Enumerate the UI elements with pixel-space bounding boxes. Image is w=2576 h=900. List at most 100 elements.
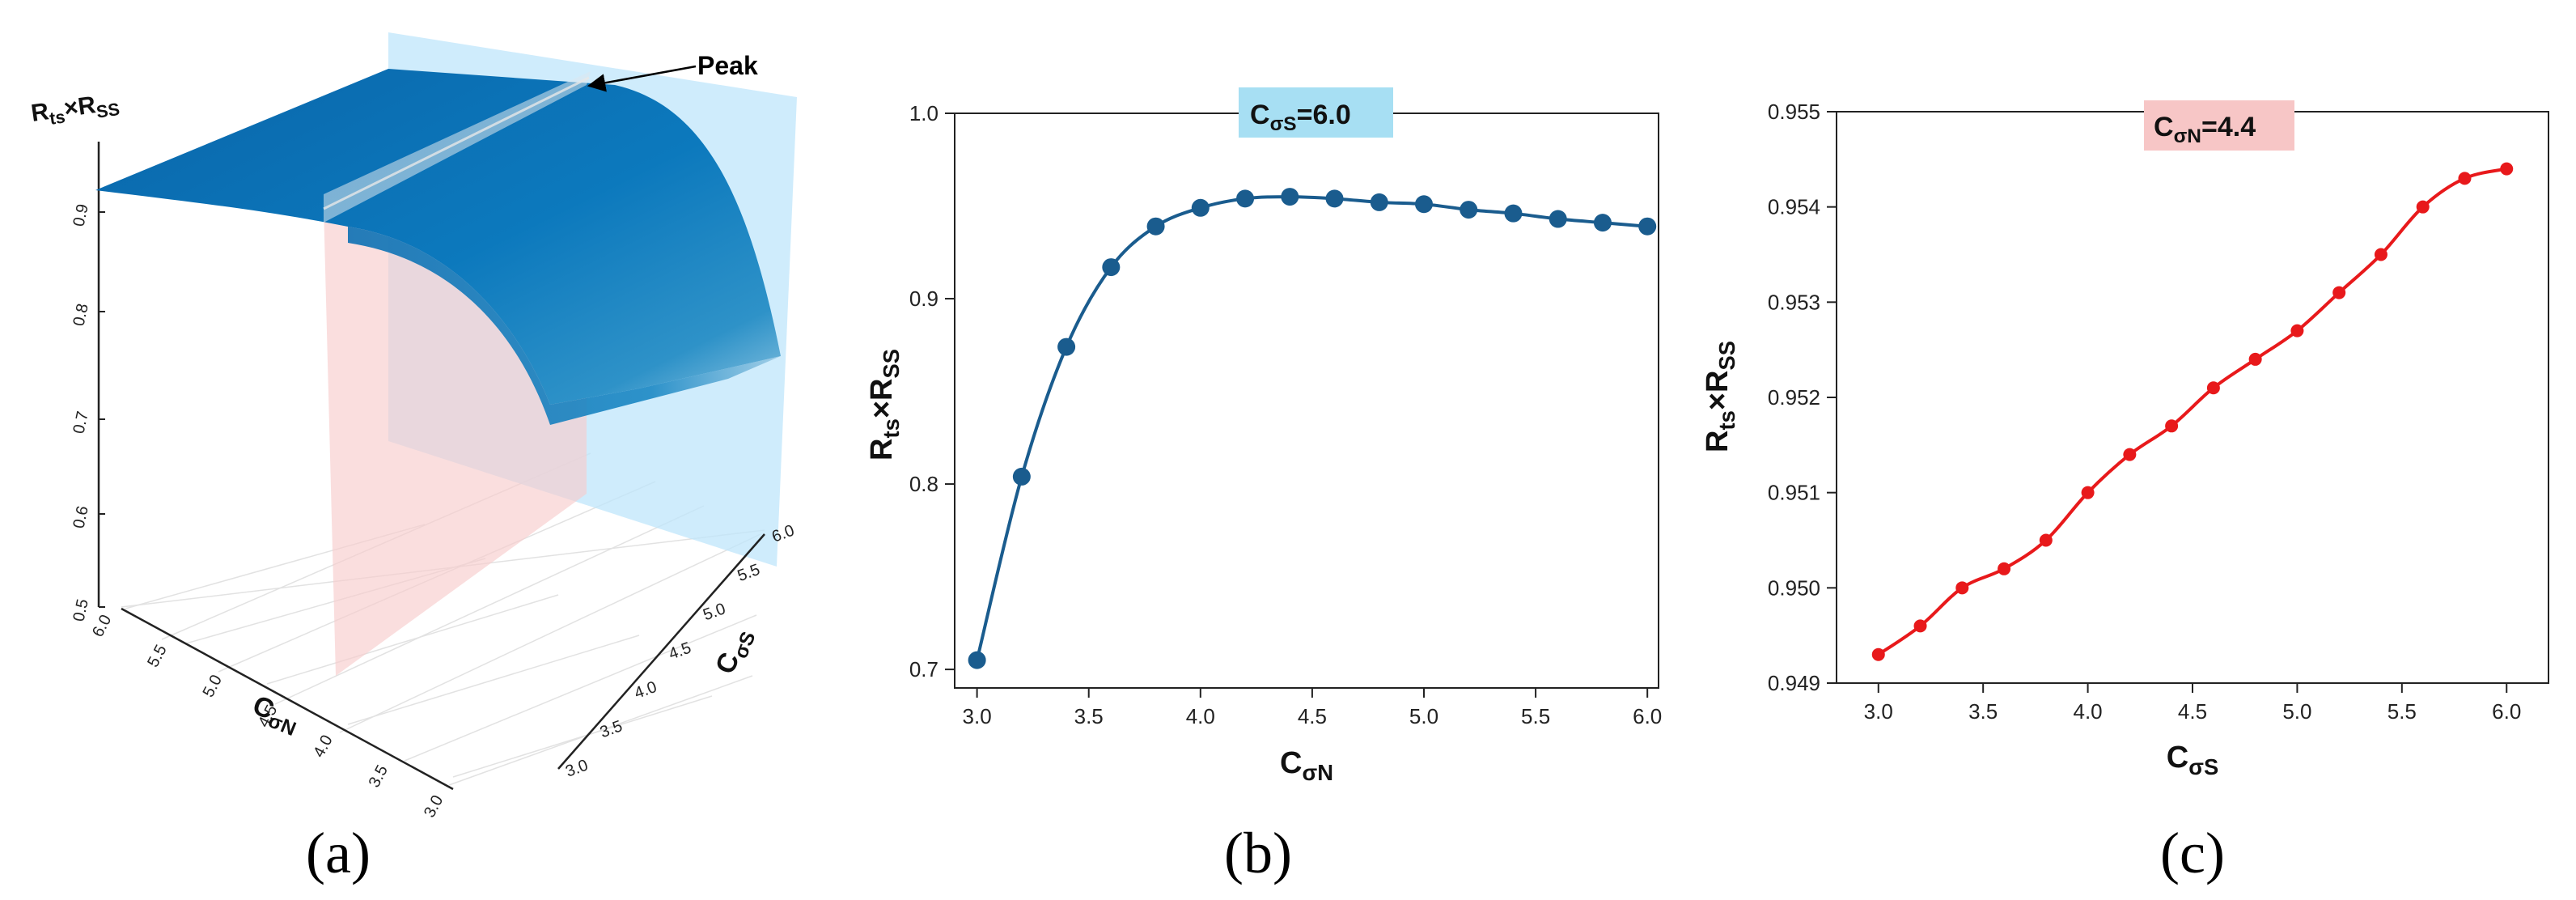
- c-xtick-label: 5.5: [2387, 699, 2417, 724]
- y-axis-title-c: Rts×RSS: [1701, 341, 1739, 452]
- b-data-point: [968, 651, 986, 669]
- b-data-point: [1281, 188, 1299, 206]
- b-xtick-label: 3.5: [1074, 704, 1104, 728]
- c-data-point: [1955, 581, 1969, 595]
- surface-front-curl: [348, 227, 781, 425]
- panel-label-a: (a): [306, 821, 371, 885]
- b-data-point: [1102, 258, 1121, 277]
- c-data-point: [2332, 286, 2346, 299]
- condition-box-c: [2144, 100, 2294, 151]
- c-data-point: [2416, 200, 2430, 214]
- a-ztick-label: 0.8: [70, 302, 92, 328]
- c-data-point: [1998, 562, 2011, 575]
- b-ytick-label: 0.8: [909, 472, 938, 496]
- a-ztick-label: 0.6: [70, 504, 92, 530]
- c-ytick-label: 0.951: [1768, 481, 1820, 505]
- c-xtick-label: 5.0: [2282, 699, 2311, 724]
- a-ztick-label: 0.7: [70, 410, 92, 435]
- b-data-point: [1638, 217, 1657, 236]
- plot-frame-c: [1836, 111, 2549, 684]
- line-chart-b: 0.7 0.8 0.9 1.0 3.0 3.5 4.0 4.5 5.0 5.5 6.0 CσS=6…: [865, 87, 1662, 885]
- b-xtick-label: 5.0: [1409, 704, 1438, 728]
- series-line-c: [1877, 167, 2507, 656]
- c-data-point: [2248, 352, 2262, 366]
- c-xtick-label: 3.0: [1864, 699, 1893, 724]
- series-line-b: [975, 195, 1648, 661]
- b-ytick-label: 1.0: [909, 101, 938, 125]
- b-ytick-label: 0.7: [909, 657, 938, 681]
- c-xtick-label: 3.5: [1968, 699, 1998, 724]
- c-ytick-label: 0.950: [1768, 575, 1820, 600]
- a-xtick-label: 5.5: [144, 642, 170, 670]
- b-xtick-label: 5.5: [1521, 704, 1550, 728]
- y-axis-line: [557, 533, 765, 770]
- c-xtick-label: 6.0: [2492, 699, 2521, 724]
- condition-label-b: CσS=6.0: [1250, 100, 1351, 135]
- b-data-point: [1325, 189, 1344, 208]
- condition-label-c: CσN=4.4: [2154, 112, 2256, 147]
- a-xtick-label: 3.5: [366, 762, 392, 791]
- y-axis-title-b: Rts×RSS: [865, 349, 904, 461]
- plot-frame-b: [954, 112, 1659, 689]
- surface-plot-panel: Peak Rts×RSS 0.5 0.6 0.7 0.8 0.9 6.0 5.5 5.0 4.…: [29, 32, 797, 885]
- b-xtick-label: 6.0: [1633, 704, 1662, 728]
- c-ytick-label: 0.949: [1768, 671, 1820, 695]
- c-ytick-label: 0.953: [1768, 290, 1820, 314]
- a-xtick-label: 4.0: [310, 732, 336, 761]
- b-data-point: [1549, 210, 1567, 228]
- peak-annotation: Peak: [697, 51, 758, 80]
- z-axis-title: Rts×RSS: [29, 88, 121, 131]
- b-data-point: [1370, 193, 1388, 211]
- a-xtick-label: 6.0: [89, 612, 115, 640]
- c-data-point: [2500, 162, 2514, 176]
- c-data-point: [1871, 647, 1885, 661]
- c-ytick-label: 0.954: [1768, 195, 1820, 219]
- x-axis-line: [121, 607, 454, 791]
- b-data-point: [1236, 189, 1255, 208]
- b-data-point: [1057, 338, 1076, 356]
- peak-line: [323, 76, 590, 210]
- x-axis-title-b: CσN: [1280, 746, 1333, 785]
- a-xtick-label: 5.0: [200, 672, 226, 700]
- series-points-c: [1871, 162, 2514, 661]
- b-ytick-label: 0.9: [909, 287, 938, 311]
- x-axis-ticks-c: 3.0 3.5 4.0 4.5 5.0 5.5 6.0: [1864, 683, 2521, 724]
- a-xtick-label: 3.0: [421, 792, 447, 821]
- b-data-point: [1415, 195, 1433, 214]
- c-ytick-label: 0.952: [1768, 385, 1820, 410]
- a-ztick-label: 0.9: [70, 202, 92, 228]
- c-data-point: [2165, 419, 2179, 433]
- series-points-b: [968, 188, 1657, 669]
- c-data-point: [2123, 448, 2137, 461]
- b-data-point: [1504, 204, 1523, 223]
- b-data-point: [1146, 217, 1165, 236]
- floor-grid: [121, 452, 765, 786]
- x-axis-title: CσN: [247, 690, 304, 741]
- b-data-point: [1593, 214, 1612, 232]
- y-axis-ticks-b: 0.7 0.8 0.9 1.0: [909, 101, 955, 681]
- surface-top: [95, 69, 781, 405]
- b-data-point: [1012, 467, 1031, 486]
- peak-arrow: [587, 65, 697, 92]
- c-data-point: [2206, 381, 2220, 395]
- b-xtick-label: 4.0: [1186, 704, 1215, 728]
- z-axis-ticks: 0.5 0.6 0.7 0.8 0.9: [70, 202, 105, 623]
- panel-label-c: (c): [2160, 821, 2225, 885]
- c-data-point: [1913, 619, 1927, 633]
- panel-label-b: (b): [1224, 821, 1292, 885]
- condition-box-b: [1239, 87, 1393, 138]
- x-axis-title-c: CσS: [2167, 741, 2218, 779]
- b-xtick-label: 3.0: [963, 704, 992, 728]
- c-xtick-label: 4.5: [2178, 699, 2207, 724]
- b-data-point: [1460, 201, 1478, 219]
- c-data-point: [2290, 324, 2304, 338]
- c-data-point: [2458, 172, 2472, 185]
- c-data-point: [2081, 486, 2095, 499]
- y-axis-ticks-c: 0.949 0.950 0.951 0.952 0.953 0.954 0.955: [1768, 100, 1837, 695]
- x-axis-ticks-b: 3.0 3.5 4.0 4.5 5.0 5.5 6.0: [963, 688, 1662, 728]
- c-data-point: [2039, 533, 2053, 547]
- b-xtick-label: 4.5: [1298, 704, 1327, 728]
- a-ztick-label: 0.5: [70, 597, 92, 623]
